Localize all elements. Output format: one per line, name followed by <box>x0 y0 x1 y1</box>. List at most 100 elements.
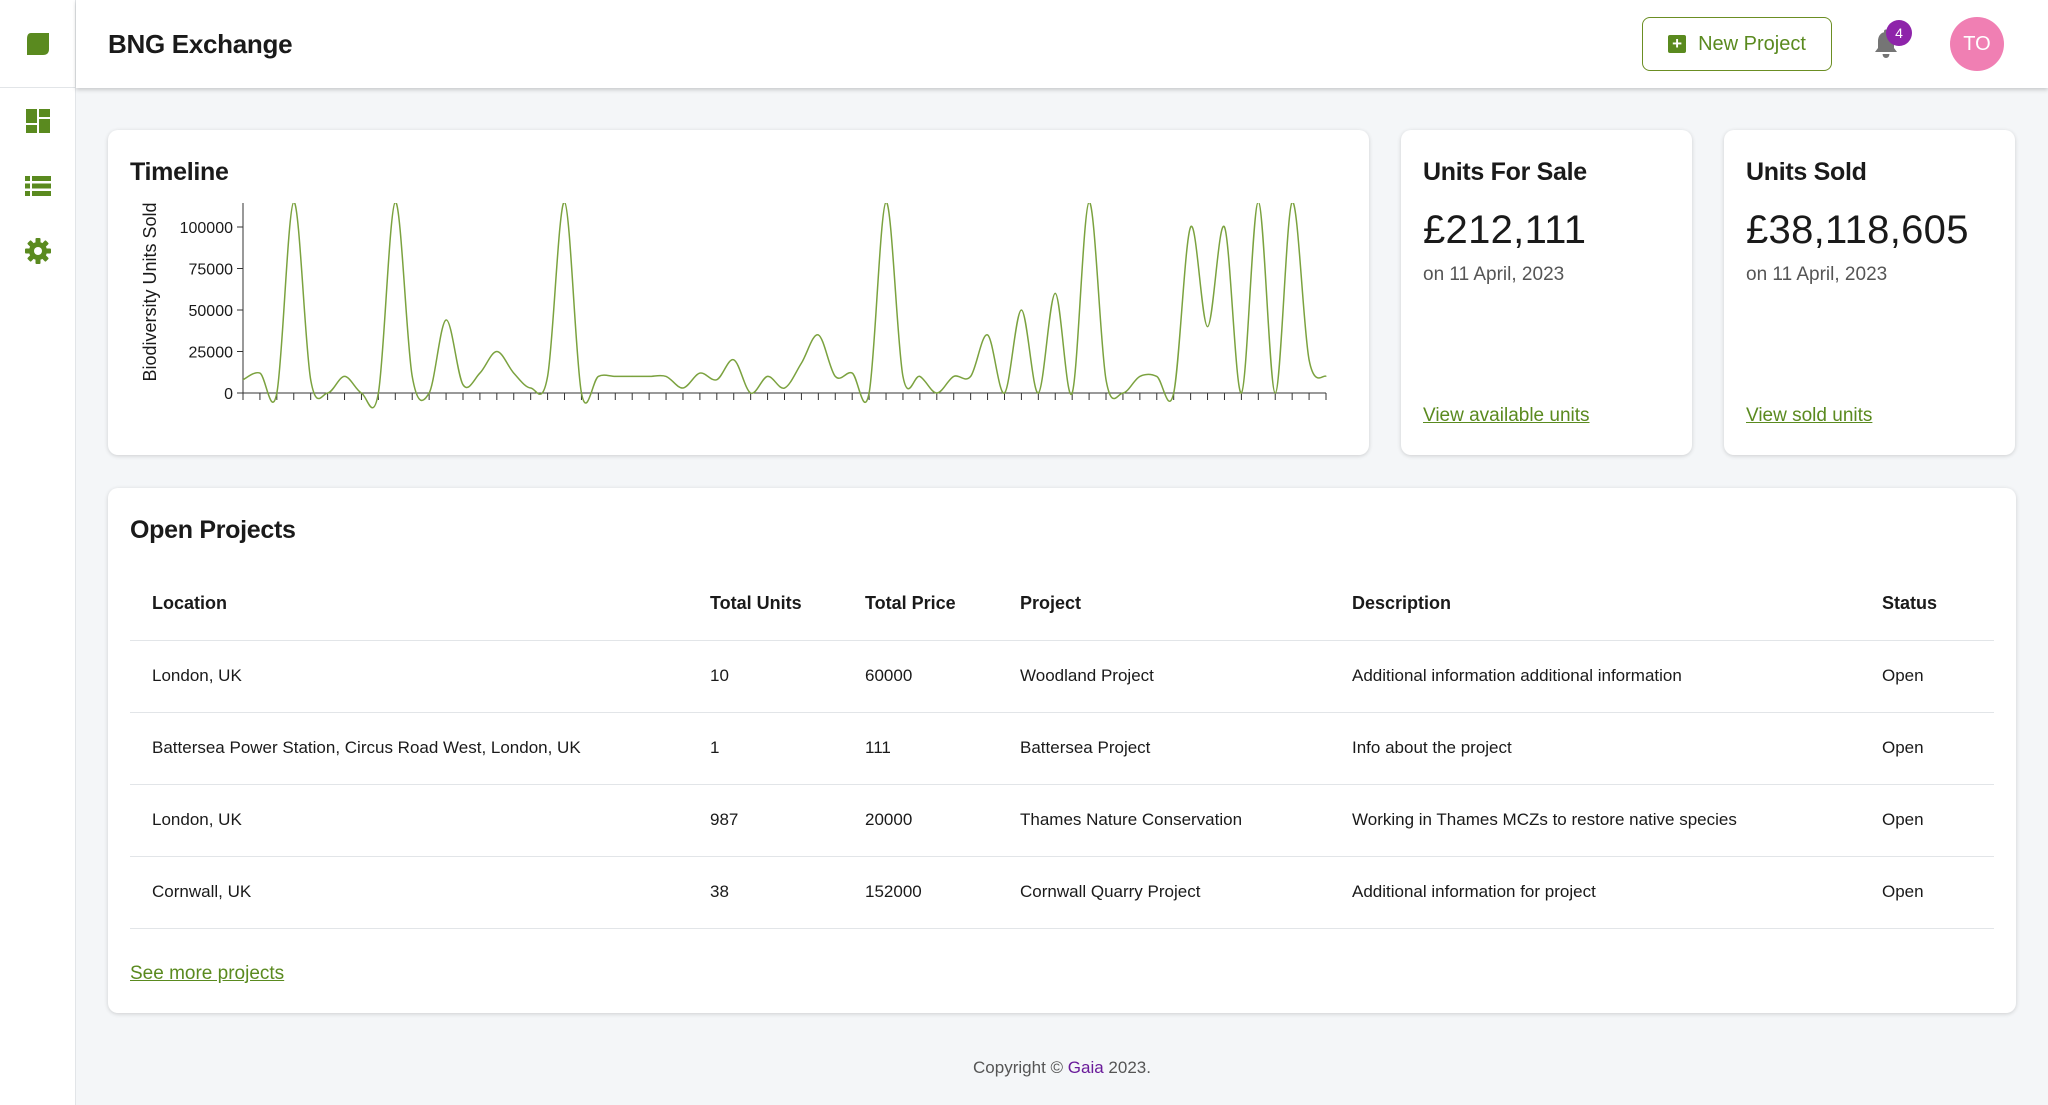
data-point <box>699 372 701 374</box>
data-point <box>767 375 769 377</box>
data-point <box>1173 392 1175 394</box>
data-point <box>919 375 921 377</box>
cell-description: Additional information additional inform… <box>1352 640 1882 713</box>
logo[interactable] <box>0 0 75 88</box>
cell-total-price: 111 <box>865 712 1020 785</box>
cell-location: London, UK <box>130 784 710 857</box>
cell-project: Woodland Project <box>1020 640 1352 713</box>
data-point <box>987 334 989 336</box>
data-point <box>953 375 955 377</box>
data-point <box>293 202 294 203</box>
cell-total-units: 38 <box>710 856 865 929</box>
new-project-label: New Project <box>1698 32 1806 55</box>
data-point <box>614 375 616 377</box>
leaf-icon <box>26 32 49 55</box>
sidebar-item-list[interactable] <box>0 153 76 218</box>
dashboard-icon <box>26 108 50 133</box>
open-projects-title: Open Projects <box>130 516 296 544</box>
notification-badge: 4 <box>1886 20 1912 46</box>
gear-icon <box>25 237 51 264</box>
data-point <box>1308 359 1310 361</box>
data-point <box>310 379 312 381</box>
data-point <box>1037 392 1039 394</box>
units-sold-value: £38,118,605 <box>1746 208 1969 252</box>
data-point <box>1122 392 1124 394</box>
data-point <box>411 375 413 377</box>
cell-project: Thames Nature Conservation <box>1020 784 1352 857</box>
footer-brand-link[interactable]: Gaia <box>1067 1058 1104 1077</box>
data-point <box>1054 292 1056 294</box>
data-point <box>243 379 244 381</box>
x-axis <box>242 392 1327 400</box>
data-point <box>395 202 396 203</box>
y-tick-label: 75000 <box>189 262 234 279</box>
column-header-description[interactable]: Description <box>1352 568 1882 641</box>
table-row[interactable]: Cornwall, UK 38 152000 Cornwall Quarry P… <box>130 856 1994 929</box>
column-header-location[interactable]: Location <box>130 568 710 641</box>
table-row[interactable]: London, UK 987 20000 Thames Nature Conse… <box>130 784 1994 857</box>
view-sold-units-link[interactable]: View sold units <box>1746 405 1873 426</box>
data-point <box>259 372 261 374</box>
data-point <box>377 392 379 394</box>
cell-project: Battersea Project <box>1020 712 1352 785</box>
series-line <box>243 203 1327 409</box>
column-header-total-price[interactable]: Total Price <box>865 568 1020 641</box>
table-row[interactable]: Battersea Power Station, Circus Road Wes… <box>130 712 1994 785</box>
data-point <box>1003 392 1005 394</box>
cell-total-units: 10 <box>710 640 865 713</box>
table-header-row: Location Total Units Total Price Project… <box>130 568 1994 641</box>
data-point <box>462 384 464 386</box>
data-point <box>1071 392 1073 394</box>
avatar[interactable]: TO <box>1950 17 2004 71</box>
cell-description: Working in Thames MCZs to restore native… <box>1352 784 1882 857</box>
timeline-card: Timeline Biodiversity Units Sold 100000 7… <box>108 130 1369 455</box>
data-point <box>530 387 532 389</box>
view-available-units-link[interactable]: View available units <box>1423 405 1590 426</box>
data-point <box>1139 375 1141 377</box>
data-point <box>682 387 684 389</box>
cell-total-price: 152000 <box>865 856 1020 929</box>
data-point <box>360 392 362 394</box>
new-project-button[interactable]: + New Project <box>1642 17 1832 71</box>
units-sold-title: Units Sold <box>1746 158 1867 186</box>
units-sold-card: Units Sold £38,118,605 on 11 April, 2023… <box>1724 130 2015 455</box>
cell-project: Cornwall Quarry Project <box>1020 856 1352 929</box>
data-point <box>665 375 667 377</box>
cell-status: Open <box>1882 856 1994 929</box>
column-header-project[interactable]: Project <box>1020 568 1352 641</box>
data-point <box>580 392 582 394</box>
cell-total-units: 987 <box>710 784 865 857</box>
units-for-sale-date: on 11 April, 2023 <box>1423 264 1565 285</box>
see-more-projects-link[interactable]: See more projects <box>130 963 285 984</box>
units-for-sale-title: Units For Sale <box>1423 158 1587 186</box>
table-row[interactable]: London, UK 10 60000 Woodland Project Add… <box>130 640 1994 713</box>
footer-year: 2023. <box>1103 1058 1151 1077</box>
sidebar-item-dashboard[interactable] <box>0 88 76 153</box>
data-point <box>479 372 481 374</box>
cell-location: London, UK <box>130 640 710 713</box>
data-point <box>868 392 870 394</box>
data-point <box>936 392 938 394</box>
data-point <box>750 392 752 394</box>
data-point <box>327 392 329 394</box>
column-header-total-units[interactable]: Total Units <box>710 568 865 641</box>
cell-status: Open <box>1882 784 1994 857</box>
sidebar-item-settings[interactable] <box>0 218 76 283</box>
app-title: BNG Exchange <box>108 28 293 59</box>
timeline-title: Timeline <box>130 158 229 186</box>
y-tick-label: 50000 <box>189 303 234 320</box>
data-point <box>817 334 819 336</box>
list-icon <box>25 175 51 196</box>
column-header-status[interactable]: Status <box>1882 568 1994 641</box>
data-point <box>1190 226 1192 228</box>
data-point <box>1292 202 1293 203</box>
data-point <box>1325 375 1327 377</box>
cell-description: Additional information for project <box>1352 856 1882 929</box>
sidebar <box>0 0 76 1105</box>
data-point <box>496 351 498 352</box>
data-point <box>1207 326 1209 328</box>
cell-total-units: 1 <box>710 712 865 785</box>
data-point <box>445 319 447 321</box>
data-point <box>648 375 650 377</box>
notifications-button[interactable]: 4 <box>1866 20 1912 64</box>
